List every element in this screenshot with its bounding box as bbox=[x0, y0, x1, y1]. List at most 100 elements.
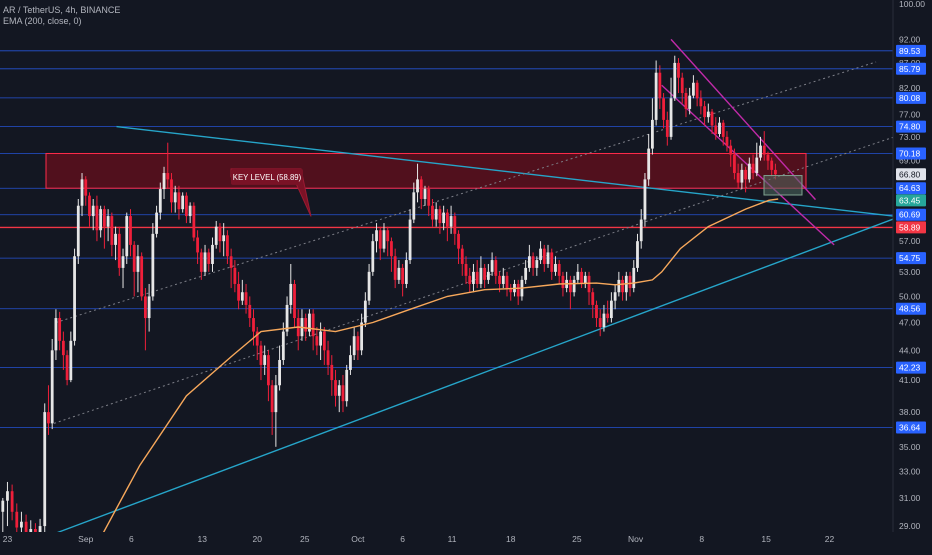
candle-body-161 bbox=[609, 300, 613, 319]
candle-body-126 bbox=[479, 267, 483, 284]
price-badge-70.18 bbox=[896, 147, 926, 160]
price-badge-54.75 bbox=[896, 252, 926, 265]
price-badge-66.80 bbox=[896, 168, 926, 181]
candle-body-12 bbox=[54, 318, 58, 351]
candle-body-58 bbox=[226, 235, 229, 257]
candle-body-191 bbox=[721, 122, 725, 137]
candle-body-0 bbox=[1, 500, 5, 512]
candle-body-99 bbox=[378, 230, 382, 249]
candle-body-155 bbox=[587, 275, 591, 293]
candle-body-139 bbox=[527, 256, 531, 268]
candle-body-121 bbox=[460, 248, 464, 264]
price-badge-60.69 bbox=[896, 208, 926, 221]
candle-body-68 bbox=[263, 355, 267, 365]
candle-body-154 bbox=[583, 275, 587, 284]
candle-body-120 bbox=[457, 233, 460, 249]
candle-body-178 bbox=[673, 62, 677, 99]
price-badge-label: 66.80 bbox=[899, 169, 921, 179]
price-tick-label: 29.00 bbox=[899, 521, 921, 531]
trendline-falling-wedge-upper bbox=[670, 38, 817, 201]
candle-body-40 bbox=[158, 189, 162, 213]
candle-body-143 bbox=[542, 248, 546, 264]
candle-body-142 bbox=[539, 248, 542, 261]
price-badge-74.80 bbox=[896, 120, 926, 133]
candle-body-18 bbox=[76, 205, 80, 257]
time-tick-label: 20 bbox=[252, 534, 262, 544]
price-axis: 100.0092.0087.0082.0077.0073.0069.0065.0… bbox=[892, 0, 932, 550]
candle-body-167 bbox=[632, 267, 636, 289]
candle-body-173 bbox=[654, 72, 658, 120]
candle-body-202 bbox=[762, 145, 766, 155]
candle-body-43 bbox=[170, 179, 173, 203]
candle-body-13 bbox=[58, 318, 62, 341]
candle-body-171 bbox=[647, 148, 651, 180]
candle-body-17 bbox=[73, 256, 76, 341]
candle-body-5 bbox=[24, 521, 28, 538]
price-badge-label: 80.08 bbox=[899, 93, 921, 103]
candle-body-26 bbox=[106, 216, 110, 227]
candle-body-112 bbox=[427, 189, 431, 206]
candle-body-186 bbox=[703, 106, 706, 118]
candle-body-125 bbox=[475, 271, 479, 284]
candle-body-4 bbox=[20, 521, 23, 528]
candle-body-31 bbox=[125, 216, 129, 257]
price-badge-label: 42.23 bbox=[899, 363, 921, 373]
candle-body-34 bbox=[136, 256, 140, 272]
candle-body-97 bbox=[371, 241, 375, 272]
price-tick-label: 47.00 bbox=[899, 318, 921, 328]
price-tick-label: 33.00 bbox=[899, 467, 921, 477]
chart-legend: AR / TetherUS, 4h, BINANCE EMA (200, clo… bbox=[3, 5, 120, 27]
candle-body-94 bbox=[360, 322, 364, 351]
candle-body-29 bbox=[117, 233, 121, 268]
candle-body-130 bbox=[494, 260, 498, 276]
candle-body-124 bbox=[472, 271, 475, 284]
price-badge-label: 36.64 bbox=[899, 422, 921, 432]
time-tick-label: Nov bbox=[628, 534, 644, 544]
candle-body-72 bbox=[278, 360, 281, 386]
candle-body-128 bbox=[486, 271, 490, 280]
trendline-descending-resistance bbox=[116, 125, 900, 218]
candle-body-129 bbox=[490, 260, 494, 272]
time-axis-bg bbox=[0, 532, 932, 550]
candle-body-183 bbox=[692, 82, 695, 96]
time-tick-label: Sep bbox=[78, 534, 93, 544]
time-tick-label: 8 bbox=[699, 534, 704, 544]
candle-body-118 bbox=[449, 216, 453, 227]
candle-body-83 bbox=[319, 331, 323, 346]
candle-body-116 bbox=[442, 212, 446, 224]
candle-body-91 bbox=[349, 355, 352, 370]
candle-body-160 bbox=[606, 313, 610, 319]
candle-body-132 bbox=[501, 275, 505, 284]
candle-body-189 bbox=[714, 125, 718, 134]
candle-body-162 bbox=[613, 292, 617, 301]
candle-body-41 bbox=[162, 173, 166, 190]
candle-body-200 bbox=[755, 157, 759, 174]
price-badge-85.79 bbox=[896, 62, 926, 75]
candle-body-199 bbox=[751, 163, 755, 174]
candle-body-11 bbox=[50, 350, 54, 424]
candle-body-197 bbox=[744, 169, 747, 180]
candle-body-20 bbox=[84, 179, 88, 196]
candle-body-10 bbox=[47, 412, 50, 424]
candle-body-88 bbox=[337, 385, 341, 396]
candle-body-104 bbox=[397, 267, 401, 280]
time-tick-label: 11 bbox=[448, 534, 457, 544]
candle-body-6 bbox=[29, 528, 33, 534]
candle-body-187 bbox=[706, 111, 710, 118]
price-tick-label: 38.00 bbox=[899, 407, 921, 417]
candle-body-144 bbox=[546, 252, 550, 264]
candle-body-36 bbox=[143, 296, 147, 319]
key-level-callout-box bbox=[231, 168, 303, 185]
price-badge-42.23 bbox=[896, 361, 926, 374]
time-tick-label: 18 bbox=[506, 534, 516, 544]
candle-body-119 bbox=[453, 216, 457, 234]
time-tick-label: Oct bbox=[351, 534, 365, 544]
candle-body-23 bbox=[95, 205, 99, 231]
candle-body-89 bbox=[341, 385, 345, 402]
candle-body-46 bbox=[181, 195, 185, 210]
candle-body-54 bbox=[211, 244, 214, 264]
time-tick-label: 6 bbox=[400, 534, 405, 544]
price-badge-36.64 bbox=[896, 421, 926, 434]
